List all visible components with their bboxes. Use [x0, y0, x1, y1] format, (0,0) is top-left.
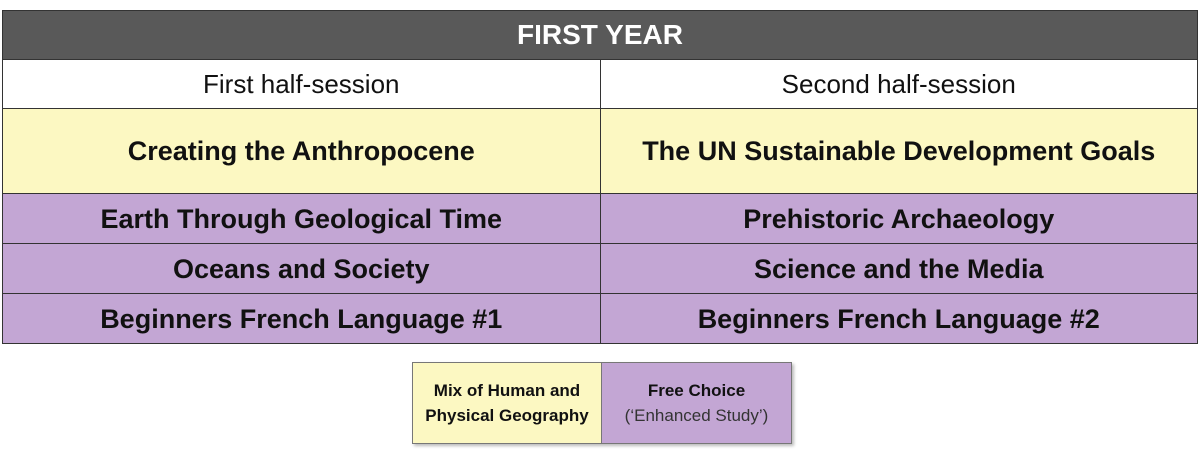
column-header-row: First half-session Second half-session: [2, 59, 1198, 109]
course-row: Creating the Anthropocene The UN Sustaina…: [2, 108, 1198, 194]
course-row: Beginners French Language #1 Beginners Fr…: [2, 293, 1198, 344]
course-cell: Creating the Anthropocene: [2, 108, 601, 194]
course-cell: Beginners French Language #1: [2, 293, 601, 344]
course-cell: Prehistoric Archaeology: [599, 193, 1198, 244]
course-cell: Oceans and Society: [2, 243, 601, 294]
title-row: FIRST YEAR: [2, 10, 1198, 60]
column-header: First half-session: [2, 59, 601, 109]
table-body: Creating the Anthropocene The UN Sustaina…: [2, 108, 1198, 344]
course-row: Oceans and Society Science and the Media: [2, 243, 1198, 294]
legend: Mix of Human and Physical Geography Free…: [412, 362, 792, 444]
legend-item: Free Choice (‘Enhanced Study’): [601, 362, 792, 444]
course-cell: Beginners French Language #2: [599, 293, 1198, 344]
legend-note: (‘Enhanced Study’): [624, 406, 769, 425]
schedule-table: FIRST YEAR First half-session Second hal…: [2, 10, 1198, 344]
course-cell: Earth Through Geological Time: [2, 193, 601, 244]
column-header: Second half-session: [599, 59, 1198, 109]
legend-label: Free Choice: [647, 381, 746, 400]
course-cell: The UN Sustainable Development Goals: [599, 108, 1198, 194]
course-cell: Science and the Media: [599, 243, 1198, 294]
table-head: FIRST YEAR First half-session Second hal…: [2, 10, 1198, 109]
legend-row: Mix of Human and Physical Geography Free…: [412, 362, 792, 444]
course-row: Earth Through Geological Time Prehistoric…: [2, 193, 1198, 244]
table-title: FIRST YEAR: [2, 10, 1198, 60]
legend-item: Mix of Human and Physical Geography: [412, 362, 602, 444]
